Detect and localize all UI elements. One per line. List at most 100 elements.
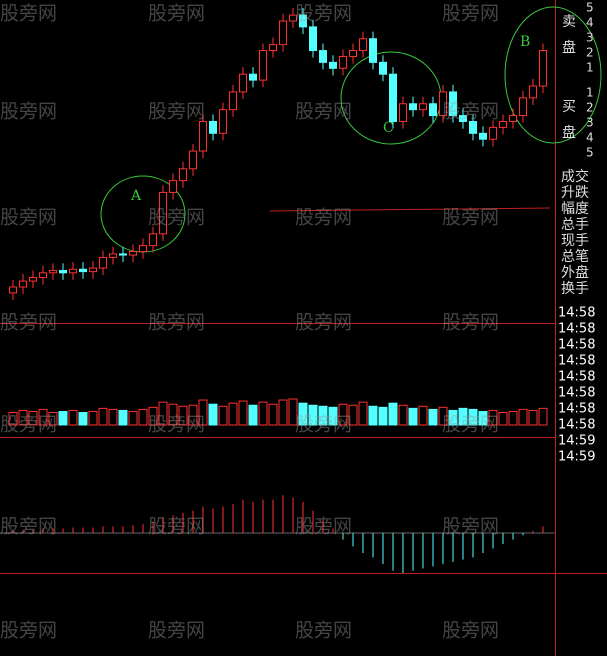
volume-bar [198,399,208,426]
watermark: 股旁网 [442,516,499,538]
candle-body [139,245,147,253]
watermark: 股旁网 [442,312,499,334]
volume-bar [518,408,528,426]
volume-bar [28,410,38,426]
volume-bar [398,404,408,426]
candle-body [319,50,327,63]
volume-bar [368,405,378,426]
watermark: 股旁网 [0,620,57,642]
side-label: 14:58 [558,386,595,401]
watermark: 股旁网 [295,312,352,334]
annotation: B [520,34,530,50]
candle-body [89,267,97,273]
volume-bar [148,406,158,426]
candle-body [9,286,17,294]
candle-body [539,50,547,87]
candle-body [509,115,517,122]
candle-body [359,38,367,52]
candle-body [439,91,447,117]
watermark: 股旁网 [295,516,352,538]
volume-bar [418,405,428,426]
side-label: 5 [586,146,594,160]
volume-bar [458,407,468,426]
candle-body [369,38,377,63]
volume-bar [328,406,338,426]
candle-body [99,256,107,269]
candle-body [169,180,177,193]
volume-bar [108,408,118,426]
watermark: 股旁网 [0,207,57,229]
volume-bar [228,402,238,426]
candle-body [119,253,127,256]
volume-bar [88,410,98,426]
candle-body [239,73,247,93]
side-label: 换手 [561,280,589,297]
volume-bar [508,410,518,426]
candle-body [279,20,287,46]
volume-bar [158,401,168,426]
candle-body [229,91,237,111]
watermark: 股旁网 [148,516,205,538]
annotation: C [383,120,394,136]
volume-bar [208,403,218,426]
volume-bar [188,404,198,426]
side-label: 成交 [561,168,589,185]
candle-body [459,115,467,122]
candle-body [129,251,137,256]
side-label: 1 [586,61,594,75]
volume-bar [358,401,368,426]
watermarks: 股旁网 股旁网 股旁网 股旁网股旁网 股旁网 股旁网 股旁网股旁网 股旁网 股旁网 股旁网股旁网股… [0,3,499,642]
volume-bar [98,407,108,426]
volume-bar [8,412,18,426]
reference-line [269,207,551,212]
volume-bar [138,408,148,426]
candle-body [149,233,157,247]
watermark: 股旁网 [0,414,57,436]
candle-body [489,126,497,140]
side-label: 总手 [561,217,589,233]
candle-body [339,55,347,69]
side-label: 1 [586,86,594,100]
watermark: 股旁网 [442,414,499,436]
volume-bar [388,402,398,426]
candle-body [449,91,457,117]
candle-body [419,103,427,111]
candle-body [409,103,417,111]
volume-bar [338,403,348,426]
side-label: 盘 [562,39,576,56]
side-label: 14:58 [558,306,595,321]
volume-bar [378,406,388,426]
watermark: 股旁网 [148,101,205,123]
side-label: 14:58 [558,322,595,337]
candle-body [29,277,37,282]
candle-body [289,14,297,22]
volume-bar [238,400,248,426]
watermark: 股旁网 [148,3,205,25]
volume-bar [78,412,88,426]
watermark: 股旁网 [442,3,499,25]
circle [504,6,602,144]
candle-body [329,61,337,69]
volume-bar [278,399,288,426]
side-label: 14:59 [558,450,595,465]
candle-body [59,269,67,274]
candle-body [79,268,87,273]
volume-bar [168,403,178,426]
volume-bar [528,409,538,426]
volume-bar [478,410,488,426]
volume-bar [58,410,68,426]
volume-bar [468,408,478,426]
volume-bar [248,404,258,426]
watermark: 股旁网 [148,620,205,642]
side-label: 盘 [562,124,576,141]
volume-bar [18,409,28,426]
watermark: 股旁网 [295,620,352,642]
side-label: 14:58 [558,370,595,385]
candle-body [499,120,507,128]
volume-bar [258,401,268,426]
candle-body [479,132,487,140]
volume-bar [308,404,318,426]
